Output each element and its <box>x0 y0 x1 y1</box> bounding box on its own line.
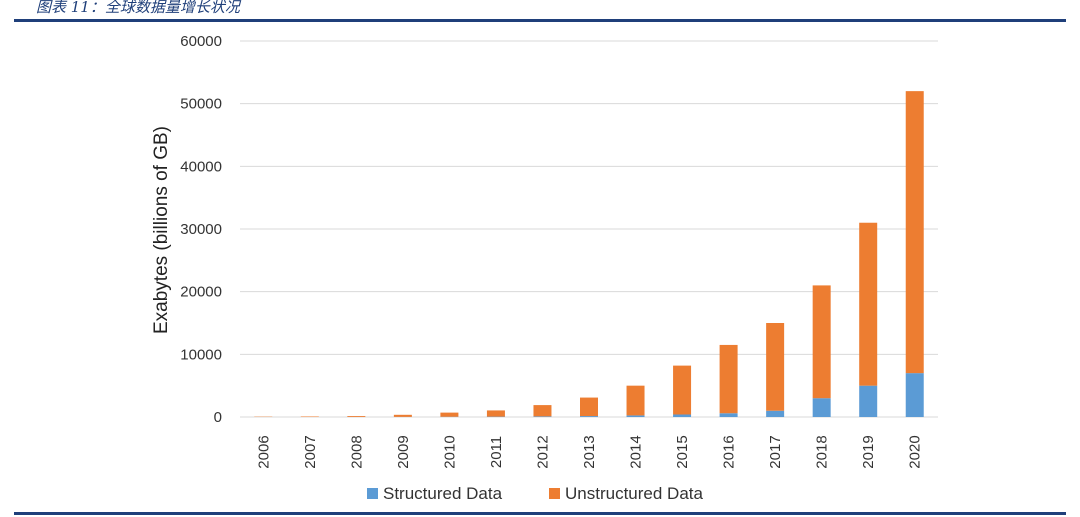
bar-unstructured <box>766 323 785 411</box>
y-axis-label: Exabytes (billions of GB) <box>151 126 172 334</box>
x-tick-label: 2008 <box>348 435 365 468</box>
x-tick-label: 2007 <box>302 435 319 468</box>
legend-label-unstructured: Unstructured Data <box>565 484 703 503</box>
top-rule <box>14 19 1066 22</box>
bar-structured <box>719 413 738 417</box>
bar-structured <box>905 373 924 417</box>
x-tick-label: 2012 <box>534 435 551 468</box>
bar-unstructured <box>812 285 831 399</box>
legend: Structured Data Unstructured Data <box>367 484 703 503</box>
y-tick-label: 30000 <box>180 221 222 238</box>
legend-swatch-unstructured <box>549 488 560 499</box>
bar-structured <box>859 385 878 417</box>
x-tick-label: 2013 <box>581 435 598 468</box>
x-tick-label: 2017 <box>767 435 784 468</box>
x-tick-label: 2014 <box>628 435 645 468</box>
x-tick-label: 2009 <box>395 435 412 468</box>
bar-unstructured <box>486 410 505 417</box>
bar-unstructured <box>580 397 598 417</box>
bar-unstructured <box>533 405 552 417</box>
y-tick-label: 10000 <box>180 346 222 363</box>
bar-structured <box>533 416 552 417</box>
bar-unstructured <box>393 414 412 417</box>
bar-structured <box>812 398 831 417</box>
bar-structured <box>626 415 645 417</box>
y-tick-label: 0 <box>214 409 222 426</box>
bar-structured <box>580 416 598 417</box>
bars <box>254 91 924 417</box>
bar-unstructured <box>905 91 924 374</box>
bar-unstructured <box>626 385 645 416</box>
bar-unstructured <box>347 416 366 417</box>
x-tick-label: 2019 <box>860 435 877 468</box>
grid-lines <box>240 40 938 418</box>
x-tick-label: 2010 <box>441 435 458 468</box>
bar-unstructured <box>859 222 878 386</box>
bar-unstructured <box>673 365 692 415</box>
bar-unstructured <box>719 344 738 414</box>
y-tick-label: 60000 <box>180 33 222 50</box>
x-tick-label: 2020 <box>907 435 924 468</box>
x-axis-ticks: 2006 2007 2008 2009 2010 2011 2012 2013 2014 2015… <box>255 435 923 468</box>
bar-unstructured <box>440 412 459 417</box>
y-tick-label: 20000 <box>180 284 222 301</box>
legend-swatch-structured <box>367 488 378 499</box>
figure-title: 图表 11：全球数据量增长状况 <box>36 0 240 16</box>
legend-label-structured: Structured Data <box>383 484 503 503</box>
x-tick-label: 2016 <box>721 435 738 468</box>
bar-unstructured <box>300 416 319 417</box>
x-tick-label: 2011 <box>488 436 505 468</box>
y-tick-label: 40000 <box>180 158 222 175</box>
y-tick-label: 50000 <box>180 96 222 113</box>
x-tick-label: 2018 <box>814 435 831 468</box>
y-axis-ticks: 0 10000 20000 30000 40000 50000 60000 <box>180 33 222 426</box>
bar-structured <box>766 410 785 417</box>
bottom-rule <box>14 512 1066 515</box>
bar-structured <box>673 414 692 417</box>
x-tick-label: 2015 <box>674 435 691 468</box>
x-tick-label: 2006 <box>255 435 272 468</box>
